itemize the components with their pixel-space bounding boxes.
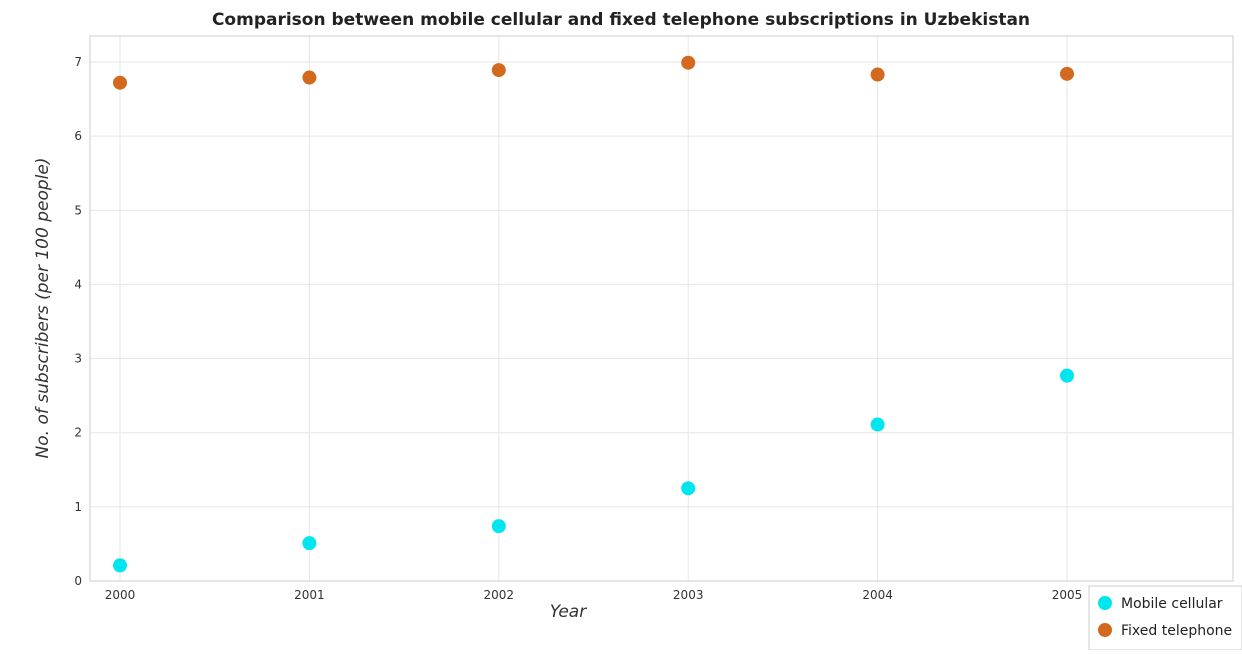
x-tick-label: 2002 (484, 588, 515, 602)
y-tick-label: 4 (74, 277, 82, 291)
y-axis-ticks: 0 1 2 3 4 5 6 7 (74, 55, 82, 588)
gridlines (90, 36, 1233, 582)
y-tick-label: 2 (74, 426, 82, 440)
x-tick-label: 2003 (673, 588, 704, 602)
y-tick-label: 3 (74, 352, 82, 366)
chart-title: Comparison between mobile cellular and f… (212, 10, 1030, 30)
point-fixed-telephone-2004 (870, 67, 885, 82)
point-mobile-cellular-2000 (113, 558, 127, 573)
point-mobile-cellular-2003 (681, 481, 696, 496)
plot-frame (89, 35, 1234, 582)
point-fixed-telephone-2002 (491, 63, 506, 78)
x-tick-label: 2005 (1052, 588, 1083, 602)
x-axis-ticks: 2000 2001 2002 2003 2004 2005 (105, 588, 1083, 602)
point-mobile-cellular-2002 (491, 519, 506, 534)
legend-marker-mobile-cellular (1098, 596, 1112, 610)
legend-label-fixed-telephone: Fixed telephone (1121, 623, 1232, 639)
point-mobile-cellular-2004 (870, 417, 885, 432)
data-points (113, 55, 1074, 573)
point-fixed-telephone-2003 (681, 55, 696, 70)
x-tick-label: 2004 (862, 588, 893, 602)
point-mobile-cellular-2005 (1060, 368, 1074, 383)
y-tick-label: 5 (74, 203, 82, 217)
y-tick-label: 7 (74, 55, 82, 69)
legend-marker-fixed-telephone (1098, 623, 1112, 637)
x-axis-label: Year (550, 602, 587, 622)
point-fixed-telephone-2001 (302, 70, 317, 85)
legend: Mobile cellular Fixed telephone (1088, 585, 1242, 651)
x-tick-label: 2000 (105, 588, 136, 602)
legend-label-mobile-cellular: Mobile cellular (1121, 596, 1223, 612)
y-tick-label: 1 (74, 500, 82, 514)
point-fixed-telephone-2005 (1060, 66, 1074, 81)
point-mobile-cellular-2001 (302, 536, 317, 551)
legend-box (1088, 585, 1242, 651)
y-tick-label: 0 (74, 574, 82, 588)
x-tick-label: 2001 (294, 588, 325, 602)
y-axis-label: No. of subscribers (per 100 people) (33, 158, 53, 459)
point-fixed-telephone-2000 (113, 75, 127, 90)
y-tick-label: 6 (74, 129, 82, 143)
